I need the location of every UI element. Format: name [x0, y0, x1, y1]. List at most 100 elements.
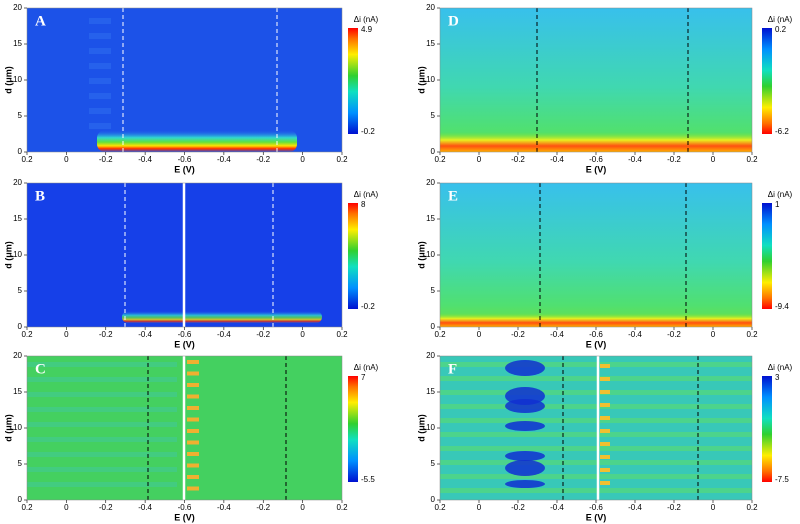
x-tick-label: 0: [300, 330, 305, 339]
x-tick-label: -0.2: [256, 503, 270, 512]
x-tick-label: 0: [711, 155, 716, 164]
colorbar-min: -6.2: [775, 127, 789, 136]
x-axis-label: E (V): [174, 512, 195, 522]
x-tick-label: 0.2: [21, 503, 33, 512]
colorbar-label: Δi (nA): [768, 15, 793, 24]
y-tick-label: 20: [426, 178, 435, 187]
x-tick-label: 0.2: [336, 503, 348, 512]
y-tick-label: 5: [18, 459, 23, 468]
y-tick-label: 15: [426, 39, 435, 48]
field-band: [600, 442, 610, 446]
x-tick-label: 0.2: [746, 155, 758, 164]
x-tick-label: -0.6: [178, 155, 192, 164]
x-tick-label: 0: [711, 503, 716, 512]
x-tick-label: 0.2: [21, 155, 33, 164]
x-tick-label: -0.6: [178, 503, 192, 512]
field-band: [27, 467, 177, 472]
field-band: [600, 416, 610, 420]
x-tick-label: -0.4: [628, 330, 642, 339]
y-tick-label: 10: [13, 75, 22, 84]
x-tick-label: 0.2: [434, 155, 446, 164]
colorbar-label: Δi (nA): [354, 363, 379, 372]
colorbar-min: -5.5: [361, 475, 375, 484]
field-band: [89, 123, 111, 129]
colorbar: [348, 28, 358, 134]
field-band: [440, 376, 752, 381]
x-tick-label: 0: [64, 503, 69, 512]
field-band: [440, 432, 752, 437]
field-band: [27, 422, 177, 427]
y-tick-label: 0: [18, 322, 23, 331]
field-band: [89, 33, 111, 39]
field-blob: [505, 360, 545, 376]
field-glow: [440, 313, 752, 327]
x-tick-label: -0.4: [550, 330, 564, 339]
x-tick-label: -0.2: [99, 330, 113, 339]
y-tick-label: 5: [431, 286, 436, 295]
x-tick-label: 0: [64, 155, 69, 164]
colorbar: [348, 203, 358, 309]
x-tick-label: -0.4: [628, 155, 642, 164]
y-axis-label: d (μm): [416, 66, 426, 94]
field-band: [187, 463, 199, 468]
y-tick-label: 5: [18, 286, 23, 295]
x-axis-label: E (V): [586, 512, 607, 522]
colorbar: [348, 376, 358, 482]
panel-label: E: [448, 188, 458, 204]
colorbar-max: 0.2: [775, 25, 787, 34]
x-tick-label: -0.4: [138, 155, 152, 164]
x-tick-label: 0: [477, 503, 482, 512]
field-band: [187, 440, 199, 445]
field-band: [27, 362, 177, 367]
x-tick-label: -0.2: [256, 330, 270, 339]
x-tick-label: -0.4: [217, 155, 231, 164]
colorbar-min: -0.2: [361, 302, 375, 311]
colorbar-label: Δi (nA): [354, 15, 379, 24]
x-tick-label: 0.2: [434, 330, 446, 339]
x-tick-label: 0: [300, 503, 305, 512]
field-glow: [97, 130, 297, 152]
x-tick-label: 0: [477, 155, 482, 164]
field-band: [440, 460, 752, 465]
field-band: [89, 18, 111, 24]
field-band: [440, 488, 752, 493]
x-tick-label: 0: [64, 330, 69, 339]
y-tick-label: 15: [426, 214, 435, 223]
y-tick-label: 15: [426, 387, 435, 396]
y-tick-label: 10: [426, 75, 435, 84]
x-tick-label: 0: [477, 330, 482, 339]
x-axis-label: E (V): [174, 339, 195, 349]
x-tick-label: -0.4: [217, 330, 231, 339]
field-band: [187, 452, 199, 456]
field-band: [440, 474, 752, 479]
x-tick-label: 0.2: [336, 155, 348, 164]
y-axis-label: d (μm): [3, 414, 13, 442]
colorbar-label: Δi (nA): [354, 190, 379, 199]
field-band: [89, 48, 111, 54]
field-band: [187, 429, 199, 433]
colorbar-max: 4.9: [361, 25, 373, 34]
x-tick-label: 0: [300, 155, 305, 164]
x-tick-label: -0.4: [550, 503, 564, 512]
field: [27, 8, 342, 152]
field-band: [187, 360, 199, 364]
y-tick-label: 20: [13, 3, 22, 12]
panel-label: F: [448, 361, 457, 377]
x-axis-label: E (V): [586, 339, 607, 349]
y-tick-label: 5: [18, 111, 23, 120]
y-tick-label: 10: [13, 250, 22, 259]
field-band: [89, 78, 111, 84]
field-band: [600, 377, 610, 381]
x-tick-label: -0.6: [178, 330, 192, 339]
x-tick-label: -0.2: [511, 155, 525, 164]
field: [440, 183, 752, 327]
panel-label: A: [35, 13, 46, 29]
x-tick-label: -0.2: [256, 155, 270, 164]
y-tick-label: 15: [13, 214, 22, 223]
y-tick-label: 15: [13, 39, 22, 48]
y-tick-label: 0: [18, 495, 23, 504]
